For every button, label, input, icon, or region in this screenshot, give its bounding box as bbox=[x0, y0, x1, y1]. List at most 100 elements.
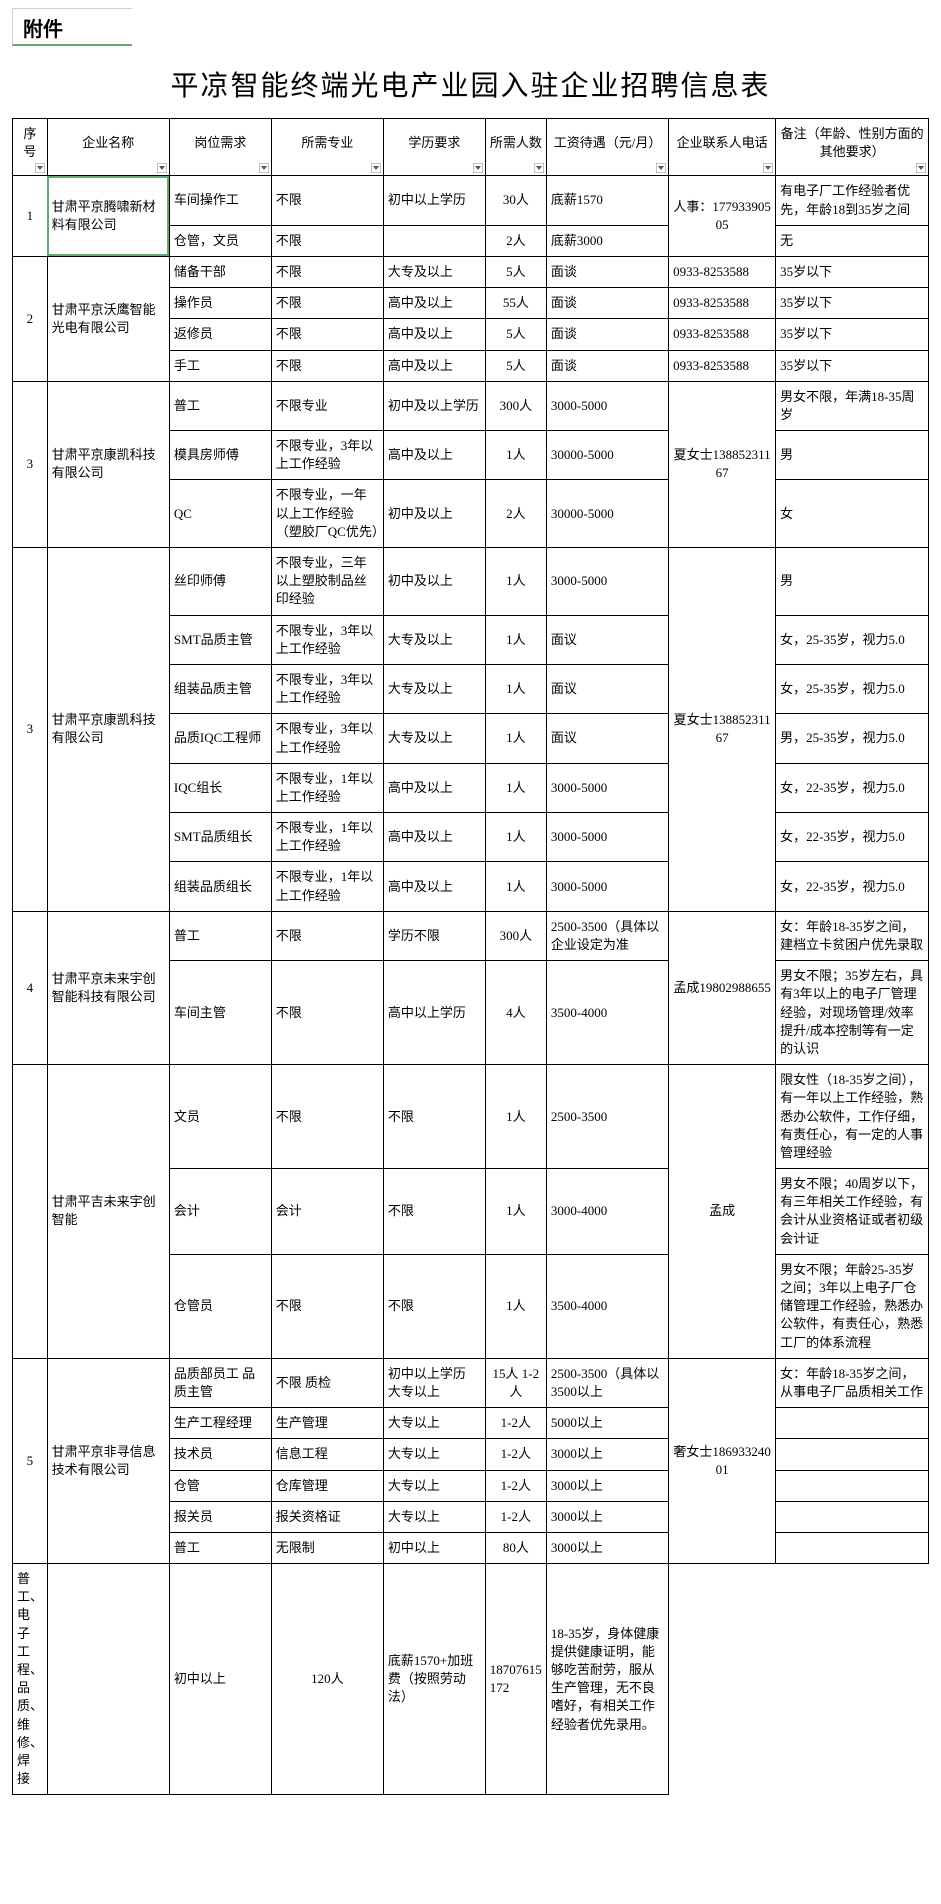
cell-seq: 1 bbox=[13, 176, 48, 257]
cell-count: 120人 bbox=[271, 1564, 383, 1795]
header-seq[interactable]: 序号 bbox=[13, 119, 48, 176]
cell-major: 不限 bbox=[271, 350, 383, 381]
cell-company: 甘肃平吉未来宇创智能 bbox=[47, 1065, 169, 1359]
cell-major: 生产管理 bbox=[271, 1408, 383, 1439]
cell-count: 1人 bbox=[485, 763, 546, 812]
cell-major: 不限专业，1年以上工作经验 bbox=[271, 862, 383, 911]
cell-remark: 35岁以下 bbox=[776, 256, 929, 287]
cell-salary: 底薪3000 bbox=[546, 225, 668, 256]
cell-edu: 初中以上 bbox=[169, 1564, 271, 1795]
cell-salary: 3000-5000 bbox=[546, 548, 668, 616]
cell-company: 甘肃平京康凯科技有限公司 bbox=[47, 548, 169, 912]
cell-seq: 5 bbox=[13, 1358, 48, 1563]
filter-icon[interactable] bbox=[473, 163, 483, 173]
cell-edu: 高中及以上 bbox=[383, 319, 485, 350]
cell-count: 300人 bbox=[485, 911, 546, 960]
cell-position: 仓管 bbox=[169, 1470, 271, 1501]
cell-contact: 孟成19802988655 bbox=[669, 911, 776, 1064]
table-row: 4甘肃平京未来宇创智能科技有限公司普工不限学历不限300人2500-3500（具… bbox=[13, 911, 929, 960]
cell-salary: 面议 bbox=[546, 664, 668, 713]
cell-count: 2人 bbox=[485, 480, 546, 548]
cell-salary: 面议 bbox=[546, 714, 668, 763]
cell-remark: 女：年龄18-35岁之间，从事电子厂品质相关工作 bbox=[776, 1358, 929, 1407]
cell-edu: 大专及以上 bbox=[383, 256, 485, 287]
filter-icon[interactable] bbox=[656, 163, 666, 173]
header-company[interactable]: 企业名称 bbox=[47, 119, 169, 176]
filter-icon[interactable] bbox=[371, 163, 381, 173]
filter-icon[interactable] bbox=[35, 163, 45, 173]
cell-position: 车间操作工 bbox=[169, 176, 271, 225]
cell-count: 1人 bbox=[485, 431, 546, 480]
cell-edu bbox=[383, 225, 485, 256]
cell-position: 品质IQC工程师 bbox=[169, 714, 271, 763]
cell-major: 不限专业，3年以上工作经验 bbox=[271, 664, 383, 713]
cell-salary: 面谈 bbox=[546, 288, 668, 319]
cell-salary: 30000-5000 bbox=[546, 431, 668, 480]
header-remark[interactable]: 备注（年龄、性别方面的其他要求） bbox=[776, 119, 929, 176]
header-count[interactable]: 所需人数 bbox=[485, 119, 546, 176]
cell-count: 1-2人 bbox=[485, 1439, 546, 1470]
cell-position: 普工 bbox=[169, 381, 271, 430]
cell-edu: 初中及以上学历 bbox=[383, 381, 485, 430]
cell-count: 1-2人 bbox=[485, 1470, 546, 1501]
cell-salary: 面谈 bbox=[546, 319, 668, 350]
header-edu[interactable]: 学历要求 bbox=[383, 119, 485, 176]
cell-company: 甘肃平京非寻信息技术有限公司 bbox=[47, 1358, 169, 1563]
cell-major: 无限制 bbox=[271, 1532, 383, 1563]
header-contact[interactable]: 企业联系人电话 bbox=[669, 119, 776, 176]
cell-company: 甘肃平京康凯科技有限公司 bbox=[47, 381, 169, 547]
filter-icon[interactable] bbox=[916, 163, 926, 173]
table-header-row: 序号 企业名称 岗位需求 所需专业 学历要求 所需人数 工资待遇（元/月） 企业… bbox=[13, 119, 929, 176]
cell-salary: 3000-5000 bbox=[546, 381, 668, 430]
cell-remark: 男，25-35岁，视力5.0 bbox=[776, 714, 929, 763]
cell-remark: 女，25-35岁，视力5.0 bbox=[776, 615, 929, 664]
cell-major: 不限专业，3年以上工作经验 bbox=[271, 431, 383, 480]
filter-icon[interactable] bbox=[259, 163, 269, 173]
cell-remark: 女 bbox=[776, 480, 929, 548]
cell-major: 不限专业，1年以上工作经验 bbox=[271, 813, 383, 862]
cell-edu: 初中及以上 bbox=[383, 480, 485, 548]
cell-position: 报关员 bbox=[169, 1501, 271, 1532]
cell-position: 操作员 bbox=[169, 288, 271, 319]
cell-major: 不限专业，1年以上工作经验 bbox=[271, 763, 383, 812]
cell-remark: 男 bbox=[776, 548, 929, 616]
filter-icon[interactable] bbox=[763, 163, 773, 173]
cell-remark: 无 bbox=[776, 225, 929, 256]
cell-count: 5人 bbox=[485, 350, 546, 381]
cell-major: 不限 质检 bbox=[271, 1358, 383, 1407]
cell-count: 2人 bbox=[485, 225, 546, 256]
filter-icon[interactable] bbox=[534, 163, 544, 173]
cell-remark bbox=[776, 1439, 929, 1470]
header-major[interactable]: 所需专业 bbox=[271, 119, 383, 176]
cell-salary: 30000-5000 bbox=[546, 480, 668, 548]
cell-company: 甘肃平京未来宇创智能科技有限公司 bbox=[47, 911, 169, 1064]
table-row: 3甘肃平京康凯科技有限公司普工不限专业初中及以上学历300人3000-5000夏… bbox=[13, 381, 929, 430]
cell-major: 不限专业，3年以上工作经验 bbox=[271, 714, 383, 763]
cell-remark bbox=[776, 1470, 929, 1501]
cell-salary: 3000以上 bbox=[546, 1532, 668, 1563]
cell-position: 普工、电子工程、品质、维修、焊接 bbox=[13, 1564, 48, 1795]
cell-company: 甘肃平京沃鹰智能光电有限公司 bbox=[47, 256, 169, 381]
cell-count: 1-2人 bbox=[485, 1501, 546, 1532]
cell-salary: 2500-3500（具体以企业设定为准 bbox=[546, 911, 668, 960]
cell-position: 返修员 bbox=[169, 319, 271, 350]
table-row: 普工、电子工程、品质、维修、焊接初中以上120人底薪1570+加班费（按照劳动法… bbox=[13, 1564, 929, 1795]
cell-edu: 不限 bbox=[383, 1169, 485, 1255]
cell-remark bbox=[776, 1501, 929, 1532]
header-position[interactable]: 岗位需求 bbox=[169, 119, 271, 176]
cell-contact: 夏女士13885231167 bbox=[669, 381, 776, 547]
cell-position: 技术员 bbox=[169, 1439, 271, 1470]
filter-icon[interactable] bbox=[157, 163, 167, 173]
table-row: 甘肃平吉未来宇创智能文员不限不限1人2500-3500孟成限女性（18-35岁之… bbox=[13, 1065, 929, 1169]
cell-edu: 高中及以上 bbox=[383, 288, 485, 319]
cell-remark: 35岁以下 bbox=[776, 319, 929, 350]
cell-remark: 女，22-35岁，视力5.0 bbox=[776, 862, 929, 911]
cell-salary: 5000以上 bbox=[546, 1408, 668, 1439]
cell-company: 甘肃平京腾啸新材料有限公司 bbox=[47, 176, 169, 257]
cell-salary: 面谈 bbox=[546, 256, 668, 287]
cell-position: SMT品质组长 bbox=[169, 813, 271, 862]
page: 附件 平凉智能终端光电产业园入驻企业招聘信息表 序号 企业名称 岗位需求 所需专… bbox=[0, 0, 941, 1815]
table-row: 3甘肃平京康凯科技有限公司丝印师傅不限专业，三年以上塑胶制品丝印经验初中及以上1… bbox=[13, 548, 929, 616]
header-salary[interactable]: 工资待遇（元/月） bbox=[546, 119, 668, 176]
cell-count: 1人 bbox=[485, 714, 546, 763]
